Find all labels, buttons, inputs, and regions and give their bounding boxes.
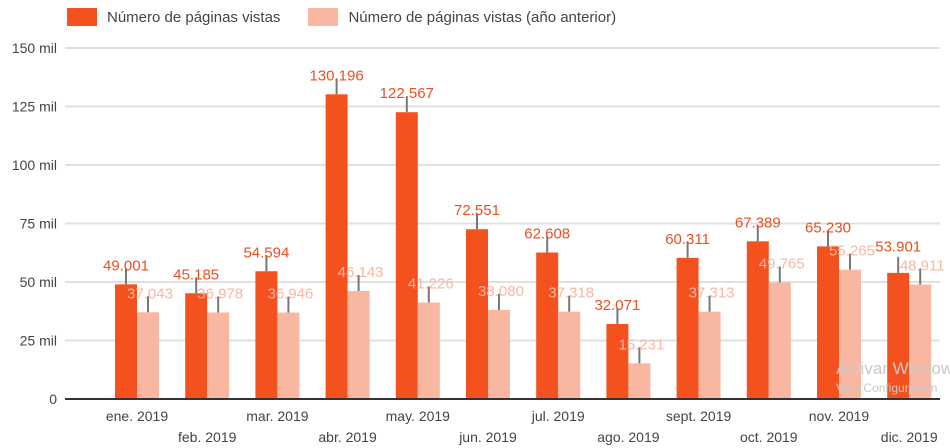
legend-item-current[interactable]: Número de páginas vistas: [67, 8, 280, 26]
bar-current: [185, 293, 208, 399]
legend-label-current: Número de páginas vistas: [107, 8, 281, 26]
bar-previous: [137, 312, 159, 399]
data-label: 41.226: [408, 276, 454, 293]
data-label: 53.901: [875, 239, 921, 256]
bar-previous: [558, 311, 581, 399]
watermark-line1: Activar Windows: [836, 359, 950, 378]
bar-previous: [488, 309, 510, 399]
bar-previous: [207, 312, 230, 399]
bar-previous: [417, 302, 440, 399]
x-tick-label: jul. 2019: [531, 408, 585, 424]
x-tick-label: ago. 2019: [597, 429, 659, 445]
bar-previous: [909, 284, 932, 399]
data-label: 65.230: [805, 219, 851, 236]
x-tick-label: may. 2019: [386, 408, 451, 424]
x-tick-label: abr. 2019: [318, 429, 377, 445]
legend: Número de páginas vistas Número de págin…: [67, 8, 616, 26]
x-tick-label: dic. 2019: [881, 429, 938, 445]
x-tick-label: feb. 2019: [178, 429, 237, 445]
data-label: 122.567: [380, 85, 434, 102]
bar-current: [536, 252, 559, 399]
bar-previous: [839, 269, 861, 399]
data-label: 130.196: [309, 67, 363, 84]
bar-current: [395, 112, 418, 399]
bar-current: [255, 271, 278, 399]
legend-item-previous[interactable]: Número de páginas vistas (año anterior): [308, 8, 616, 26]
bar-current: [466, 229, 488, 399]
data-label: 36.978: [197, 285, 243, 302]
bar-previous: [347, 291, 370, 399]
x-tick-label: ene. 2019: [106, 408, 168, 424]
data-label: 37.313: [689, 285, 735, 302]
y-tick-label: 150 mil: [12, 40, 57, 56]
bar-previous: [698, 311, 721, 399]
data-label: 62.608: [524, 225, 570, 242]
data-label: 38.080: [478, 283, 524, 300]
data-label: 54.594: [243, 244, 289, 261]
bar-current: [746, 241, 769, 399]
data-label: 15.231: [618, 336, 664, 353]
bar-previous: [768, 282, 791, 399]
legend-label-previous: Número de páginas vistas (año anterior): [348, 8, 617, 26]
y-tick-label: 75 mil: [20, 216, 57, 232]
data-label: 49.765: [759, 256, 805, 273]
data-label: 72.551: [454, 202, 500, 219]
data-label: 67.389: [735, 214, 781, 231]
watermark-line2: Ve a Configuración: [836, 381, 938, 395]
bar-current: [887, 272, 910, 399]
data-label: 36.946: [267, 286, 313, 303]
y-tick-label: 125 mil: [12, 99, 57, 115]
x-tick-label: sept. 2019: [666, 408, 732, 424]
x-tick-label: jun. 2019: [458, 429, 517, 445]
data-label: 60.311: [665, 231, 710, 248]
y-tick-label: 50 mil: [20, 274, 57, 290]
data-label: 49.001: [103, 257, 149, 274]
bar-current: [817, 246, 839, 399]
x-tick-label: mar. 2019: [246, 408, 308, 424]
legend-swatch-previous: [308, 8, 339, 26]
data-label: 32.071: [594, 297, 640, 314]
bar-current: [676, 257, 699, 399]
x-tick-label: oct. 2019: [740, 429, 798, 445]
bar-current: [325, 94, 348, 399]
data-label: 46.143: [338, 264, 384, 281]
bar-current: [115, 284, 137, 399]
x-tick-label: nov. 2019: [809, 408, 870, 424]
y-tick-label: 100 mil: [12, 157, 57, 173]
bar-current: [606, 323, 629, 399]
data-label: 37.043: [127, 285, 173, 302]
y-tick-label: 25 mil: [20, 333, 57, 349]
bar-previous: [628, 363, 651, 399]
legend-swatch-current: [67, 8, 97, 26]
y-tick-label: 0: [49, 391, 57, 407]
data-label: 48.911: [900, 258, 945, 275]
data-label: 45.185: [173, 266, 219, 283]
data-label: 37.318: [548, 285, 594, 302]
bar-previous: [277, 312, 300, 399]
data-label: 55.265: [829, 243, 875, 260]
